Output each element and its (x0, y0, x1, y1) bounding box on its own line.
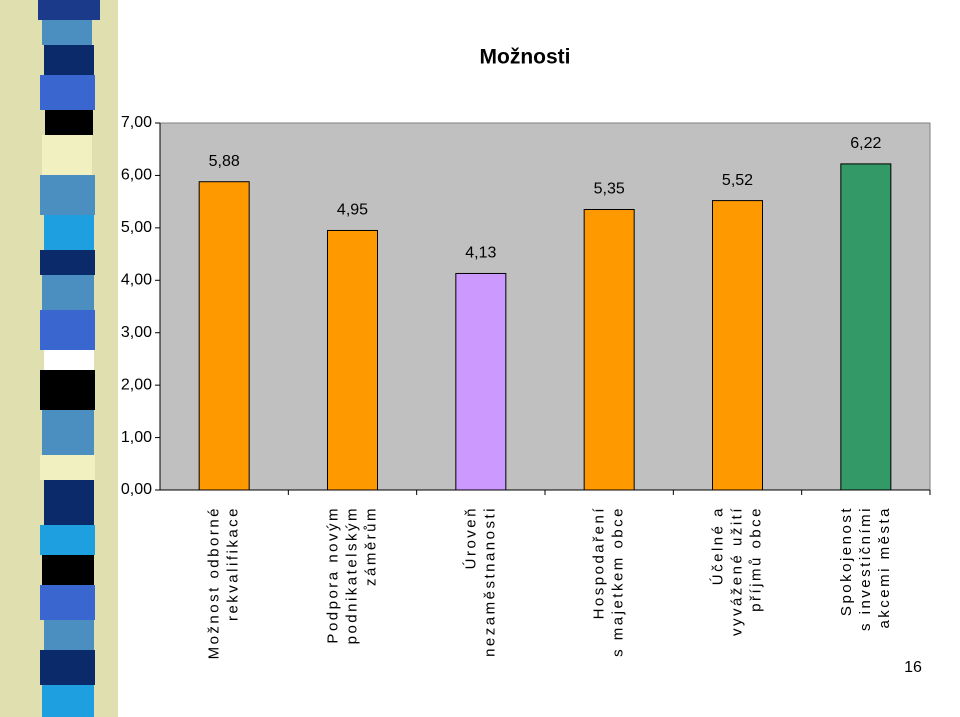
plot-area (159, 122, 931, 491)
x-tick-label-line: akcemi města (876, 506, 893, 629)
x-tick-label-line: Spokojenost (838, 506, 855, 616)
bar (455, 272, 507, 491)
chart-title: Možnosti (480, 46, 571, 69)
x-tick-label: Podpora novým podnikatelským záměrům (324, 506, 379, 644)
x-tick-label-line: záměrům (362, 506, 379, 586)
bar (712, 200, 763, 491)
page-number: 16 (904, 659, 922, 676)
x-tick-label-line: s investičními (857, 506, 874, 631)
y-tick-label: 7,00 (121, 114, 152, 131)
x-tick-label-line: příjmů obce (747, 506, 764, 612)
x-tick-label-line: rekvalifikace (225, 506, 242, 621)
bar (840, 163, 892, 491)
x-tick-label-line: Úroveň (462, 506, 479, 569)
x-tick-label-line: Účelné a (709, 506, 726, 585)
y-tick-label: 0,00 (121, 481, 152, 498)
bar (327, 229, 378, 491)
y-tick-label: 1,00 (121, 429, 152, 446)
y-tick-label: 4,00 (121, 272, 152, 289)
value-label: 5,52 (722, 172, 753, 189)
value-label: 5,35 (594, 181, 625, 198)
value-label: 5,88 (209, 153, 240, 170)
value-label: 4,95 (337, 202, 368, 219)
x-tick-label: Spokojenost s investičními akcemi města (838, 506, 893, 631)
x-tick-label-line: s majetkem obce (610, 506, 627, 657)
value-label: 4,13 (465, 245, 496, 262)
x-tick-label: Účelné a vyvážené užití příjmů obce (709, 506, 764, 636)
x-tick-label-line: Hospodaření (591, 506, 608, 619)
bar (583, 209, 635, 491)
x-tick-label-line: vyvážené užití (728, 506, 745, 636)
x-tick-label-line: Podpora novým (324, 506, 341, 644)
x-tick-label-line: nezaměstnanosti (481, 506, 498, 657)
y-tick-label: 3,00 (121, 324, 152, 341)
value-label: 6,22 (850, 135, 881, 152)
x-tick-label: Hospodaření s majetkem obce (591, 506, 627, 657)
decorative-strip (38, 0, 100, 717)
bar (198, 181, 250, 491)
y-tick-label: 5,00 (121, 219, 152, 236)
x-tick-label: Možnost odborné rekvalifikace (206, 506, 242, 659)
x-tick-label-line: podnikatelským (343, 506, 360, 644)
x-tick-label-line: Možnost odborné (206, 506, 223, 659)
y-tick-label: 6,00 (121, 167, 152, 184)
y-tick-label: 2,00 (121, 376, 152, 393)
x-tick-label: Úroveň nezaměstnanosti (462, 506, 498, 657)
